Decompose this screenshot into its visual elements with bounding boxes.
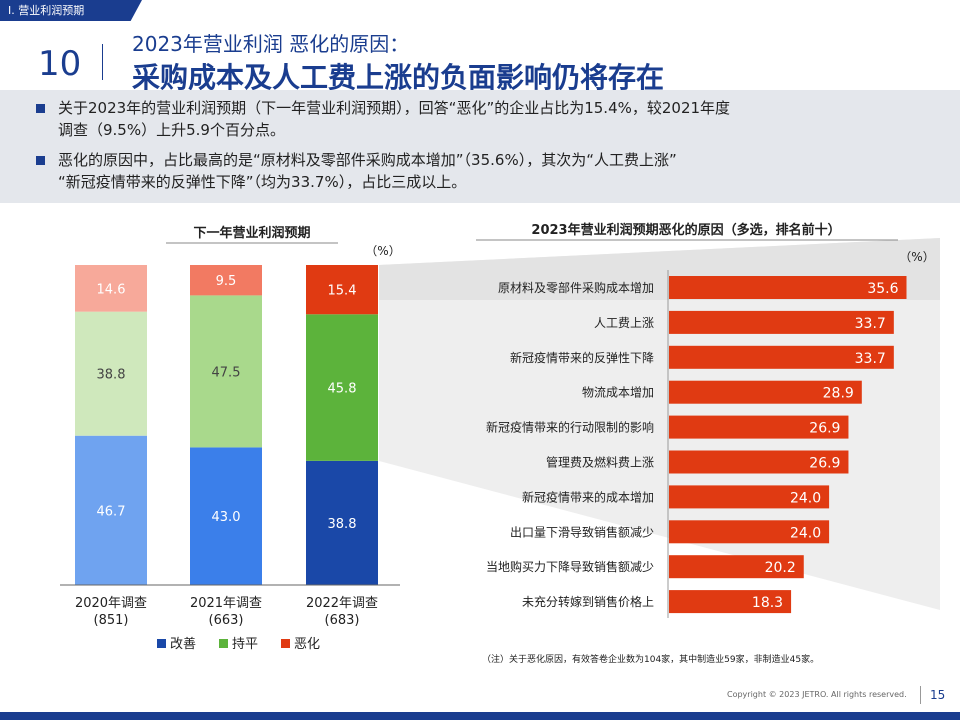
stacked-chart-unit: （%）	[365, 244, 400, 258]
bar-flat-2020	[75, 311, 147, 436]
page-number: 10	[38, 44, 82, 84]
copyright: Copyright © 2023 JETRO. All rights reser…	[727, 690, 907, 699]
bar-improve-2020	[75, 435, 147, 585]
bar-label-flat-2021: 47.5	[212, 365, 241, 380]
x-label-2022: 2022年调查	[306, 596, 378, 611]
bar-flat-2022	[306, 314, 378, 461]
x-count-2022: (683)	[325, 613, 360, 628]
reason-label-6: 管理费及燃料费上涨	[546, 455, 654, 470]
chart-note: （注）关于恶化原因，有效答卷企业数为104家，其中制造业59家，非制造业45家。	[482, 653, 819, 665]
legend: 改善 持平 恶化	[157, 636, 320, 652]
reason-bar-6	[669, 450, 849, 474]
reasons-chart-title: 2023年营业利润预期恶化的原因（多选，排名前十）	[531, 222, 840, 238]
summary-bullet-1: 关于2023年的营业利润预期（下一年营业利润预期），回答“恶化”的企业占比为15…	[36, 97, 916, 141]
reason-bar-8	[669, 520, 830, 544]
reason-label-4: 物流成本增加	[582, 386, 654, 400]
bullet-square-icon	[36, 156, 45, 165]
bar-worse-2022	[306, 265, 378, 315]
reasons-chart-unit: （%）	[899, 250, 934, 264]
bar-label-flat-2022: 45.8	[328, 382, 357, 397]
reason-label-10: 未充分转嫁到销售价格上	[522, 594, 654, 609]
stacked-x-labels: 2020年调查 (851) 2021年调查 (663) 2022年调查 (683)	[75, 596, 378, 628]
legend-swatch-flat	[219, 639, 228, 648]
x-label-2021: 2021年调查	[190, 596, 262, 611]
bar-worse-2021	[190, 265, 262, 296]
bar-label-worse-2021: 9.5	[216, 274, 237, 289]
reason-label-1: 原材料及零部件采购成本增加	[498, 280, 654, 295]
summary-bullet-2: 恶化的原因中，占比最高的是“原材料及零部件采购成本增加”（35.6%），其次为“…	[36, 149, 916, 193]
page-title: 采购成本及人工费上涨的负面影响仍将存在	[132, 61, 665, 94]
reason-value-4: 28.9	[823, 386, 854, 402]
reason-value-7: 24.0	[790, 490, 821, 506]
bullet-square-icon	[36, 104, 45, 113]
reason-value-1: 35.6	[867, 281, 898, 297]
bar-improve-2022	[306, 460, 378, 585]
reasons-bar-chart: 原材料及零部件采购成本增加 35.6 人工费上涨 33.7 新冠疫情带来的反弹性下降 33…	[486, 276, 907, 614]
bullet-1-line-2: 调查（9.5%）上升5.9个百分点。	[58, 121, 285, 139]
reason-value-10: 18.3	[752, 595, 783, 611]
summary-box: 关于2023年的营业利润预期（下一年营业利润预期），回答“恶化”的企业占比为15…	[0, 90, 960, 203]
bar-flat-2021	[190, 295, 262, 448]
x-count-2021: (663)	[209, 613, 244, 628]
bar-worse-2020	[75, 265, 147, 312]
number-divider	[102, 44, 103, 80]
charts-canvas: 下一年营业利润预期 （%） 46.7 38.8 14.6 43.0 47.5 9.5 38.…	[60, 222, 940, 665]
footer-divider	[920, 686, 921, 704]
x-count-2020: (851)	[94, 613, 129, 628]
footer-page-number: 15	[930, 688, 946, 702]
bullet-2-line-1: 恶化的原因中，占比最高的是“原材料及零部件采购成本增加”（35.6%），其次为“…	[58, 151, 677, 169]
reason-value-9: 20.2	[765, 560, 796, 576]
reason-value-8: 24.0	[790, 525, 821, 541]
reason-value-5: 26.9	[809, 421, 840, 437]
legend-label-flat: 持平	[232, 637, 258, 652]
reason-bar-2	[669, 310, 894, 334]
reason-label-8: 出口量下滑导致销售额减少	[510, 524, 654, 539]
reason-bar-4	[669, 380, 862, 404]
reason-bar-1	[669, 276, 907, 299]
bar-label-improve-2020: 46.7	[97, 504, 126, 519]
bottom-bar	[0, 712, 960, 720]
bullet-2-line-2: “新冠疫情带来的反弹性下降”（均为33.7%），占比三成以上。	[58, 173, 467, 191]
reason-label-7: 新冠疫情带来的成本增加	[522, 489, 654, 504]
bullet-1-line-1: 关于2023年的营业利润预期（下一年营业利润预期），回答“恶化”的企业占比为15…	[58, 99, 731, 117]
legend-label-improve: 改善	[170, 636, 196, 652]
reason-bar-5	[669, 415, 849, 439]
bar-improve-2021	[190, 447, 262, 585]
legend-swatch-worse	[281, 639, 290, 648]
legend-label-worse: 恶化	[294, 637, 320, 652]
reason-label-3: 新冠疫情带来的反弹性下降	[510, 350, 654, 365]
legend-swatch-improve	[157, 639, 166, 648]
reason-value-6: 26.9	[809, 456, 840, 472]
reason-value-2: 33.7	[855, 316, 886, 332]
bar-label-worse-2020: 14.6	[97, 282, 126, 297]
reason-value-3: 33.7	[855, 351, 886, 367]
reason-bar-9	[669, 555, 804, 579]
x-label-2020: 2020年调查	[75, 596, 147, 611]
bar-label-flat-2020: 38.8	[97, 368, 126, 383]
reason-bar-10	[669, 590, 792, 614]
reason-label-9: 当地购买力下降导致销售额减少	[486, 559, 654, 574]
reason-label-5: 新冠疫情带来的行动限制的影响	[486, 420, 654, 435]
section-tag: Ⅰ. 营业利润预期	[0, 0, 142, 21]
page-subtitle: 2023年营业利润 恶化的原因：	[132, 32, 410, 56]
bar-label-improve-2021: 43.0	[212, 510, 241, 525]
reason-bar-7	[669, 485, 830, 509]
stacked-chart-title: 下一年营业利润预期	[193, 225, 310, 241]
stacked-bar-chart: 46.7 38.8 14.6 43.0 47.5 9.5 38.8 45.8 15.4	[75, 265, 378, 585]
bar-label-improve-2022: 38.8	[328, 517, 357, 532]
reason-label-2: 人工费上涨	[594, 315, 654, 330]
reason-bar-3	[669, 345, 894, 369]
bar-label-worse-2022: 15.4	[328, 284, 357, 299]
